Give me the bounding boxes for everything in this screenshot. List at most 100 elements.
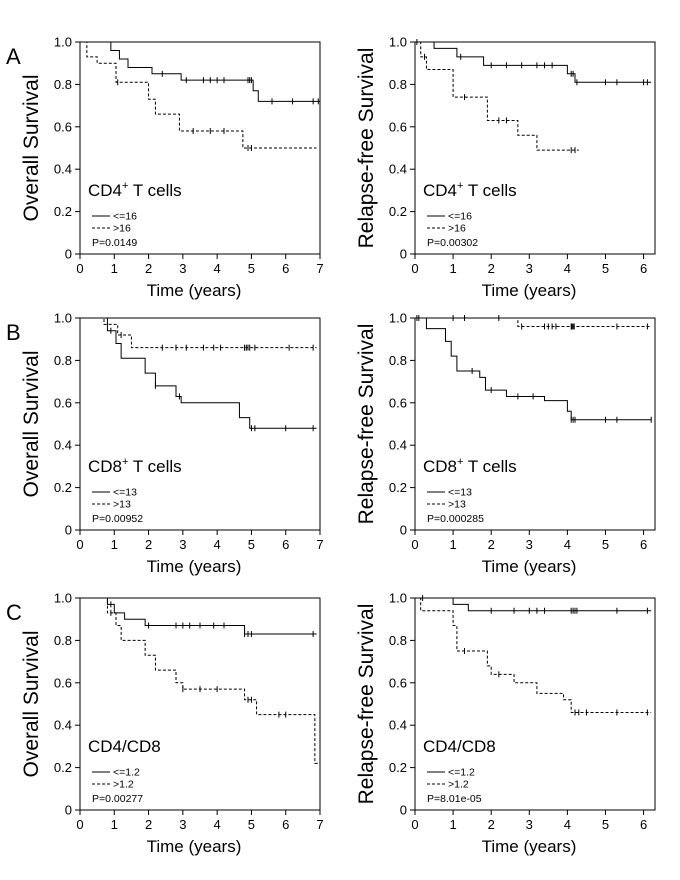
survival-curve-solid bbox=[415, 597, 652, 612]
y-tick-label: 0 bbox=[65, 247, 72, 262]
p-value: P=0.000285 bbox=[427, 513, 484, 525]
y-tick-label: 0.2 bbox=[389, 760, 407, 775]
x-tick-label: 7 bbox=[316, 817, 323, 832]
plot-frame bbox=[414, 317, 656, 531]
y-tick-label: 0.6 bbox=[389, 395, 407, 410]
y-tick-label: 0.4 bbox=[389, 162, 407, 177]
x-tick-label: 1 bbox=[111, 817, 118, 832]
x-tick-label: 1 bbox=[449, 817, 456, 832]
x-tick-label: 6 bbox=[640, 817, 647, 832]
annotation-main: CD8 bbox=[423, 457, 457, 476]
x-tick-label: 7 bbox=[316, 537, 323, 552]
legend-label: >1.2 bbox=[448, 779, 469, 791]
legend: <=16>16 P=0.00302 bbox=[427, 211, 478, 249]
survival-curve-dashed bbox=[80, 41, 317, 149]
y-tick-label: 0.2 bbox=[54, 480, 72, 495]
x-tick-label: 4 bbox=[214, 537, 221, 552]
survival-curve-solid bbox=[80, 317, 317, 429]
y-tick-label: 0.4 bbox=[389, 718, 407, 733]
x-tick-label: 5 bbox=[248, 537, 255, 552]
y-tick-label: 0.4 bbox=[54, 718, 72, 733]
annotation-suffix: T cells bbox=[463, 181, 516, 200]
survival-curve-dashed bbox=[415, 41, 579, 151]
legend-label: >16 bbox=[448, 223, 466, 235]
x-tick-label: 5 bbox=[248, 261, 255, 276]
x-tick-label: 5 bbox=[602, 261, 609, 276]
x-tick-label: 0 bbox=[411, 537, 418, 552]
legend-label: >16 bbox=[113, 223, 131, 235]
x-tick-label: 2 bbox=[488, 537, 495, 552]
p-value: P=0.00277 bbox=[92, 793, 143, 805]
x-tick-label: 0 bbox=[76, 261, 83, 276]
x-tick-label: 4 bbox=[564, 537, 571, 552]
x-tick-label: 4 bbox=[214, 817, 221, 832]
legend-label: <=1.2 bbox=[448, 767, 475, 779]
x-axis-label: Time (years) bbox=[482, 281, 577, 300]
survival-curve-dashed bbox=[80, 597, 319, 764]
y-axis-label: Relapse-free Survival bbox=[355, 48, 378, 249]
y-tick-label: 0.8 bbox=[54, 77, 72, 92]
x-tick-label: 0 bbox=[411, 261, 418, 276]
legend-label: >13 bbox=[113, 499, 131, 511]
y-tick-label: 0.4 bbox=[389, 438, 407, 453]
annotation-superscript: + bbox=[457, 180, 463, 192]
plot-frame bbox=[414, 41, 656, 255]
x-tick-label: 2 bbox=[145, 261, 152, 276]
survival-curve-dashed bbox=[80, 317, 317, 349]
legend-label: >1.2 bbox=[113, 779, 134, 791]
x-tick-label: 5 bbox=[602, 817, 609, 832]
x-tick-label: 5 bbox=[602, 537, 609, 552]
y-tick-label: 1.0 bbox=[54, 591, 72, 606]
annotation-superscript: + bbox=[457, 456, 463, 468]
y-tick-label: 1.0 bbox=[389, 591, 407, 606]
x-tick-label: 4 bbox=[564, 817, 571, 832]
x-tick-label: 1 bbox=[111, 261, 118, 276]
x-axis-label: Time (years) bbox=[147, 281, 242, 300]
x-tick-label: 6 bbox=[640, 261, 647, 276]
cell-type-annotation: CD4+ T cells bbox=[88, 180, 182, 200]
x-tick-label: 4 bbox=[214, 261, 221, 276]
annotation-suffix: T cells bbox=[463, 457, 516, 476]
y-axis-label: Relapse-free Survival bbox=[355, 604, 378, 805]
annotation-suffix: T cells bbox=[128, 181, 181, 200]
x-tick-label: 4 bbox=[564, 261, 571, 276]
p-value: P=8.01e-05 bbox=[427, 793, 482, 805]
y-tick-label: 0.6 bbox=[54, 675, 72, 690]
y-axis-label: Relapse-free Survival bbox=[355, 324, 378, 525]
annotation-main: CD8 bbox=[88, 457, 122, 476]
plot-frame bbox=[79, 597, 321, 811]
y-tick-label: 0.8 bbox=[389, 633, 407, 648]
x-tick-label: 6 bbox=[282, 537, 289, 552]
x-tick-label: 2 bbox=[488, 817, 495, 832]
cell-type-annotation: CD4+ T cells bbox=[423, 180, 517, 200]
y-tick-label: 1.0 bbox=[54, 311, 72, 326]
survival-curve-dashed bbox=[415, 317, 652, 327]
km-panel-2: 0 0.2 0.4 0.6 0.8 1.0 0 1 2 3 4 5 6 Time (years) Relap… bbox=[355, 35, 656, 300]
legend: <=13>13 P=0.00952 bbox=[92, 487, 143, 525]
y-tick-label: 0.4 bbox=[54, 438, 72, 453]
y-tick-label: 0.2 bbox=[54, 204, 72, 219]
y-tick-label: 0.2 bbox=[389, 204, 407, 219]
panel-letter: B bbox=[6, 320, 21, 345]
y-tick-label: 1.0 bbox=[54, 35, 72, 50]
x-tick-label: 6 bbox=[282, 261, 289, 276]
x-tick-label: 2 bbox=[145, 817, 152, 832]
x-tick-label: 0 bbox=[411, 817, 418, 832]
x-tick-label: 3 bbox=[179, 537, 186, 552]
y-tick-label: 0.2 bbox=[389, 480, 407, 495]
legend: <=13>13 P=0.000285 bbox=[427, 487, 484, 525]
y-tick-label: 0 bbox=[65, 523, 72, 538]
annotation-main: CD4 bbox=[423, 181, 457, 200]
y-tick-label: 0 bbox=[400, 523, 407, 538]
annotation-superscript: + bbox=[122, 456, 128, 468]
x-tick-label: 1 bbox=[449, 537, 456, 552]
panel-letter: A bbox=[6, 44, 21, 69]
annotation-main: CD4/CD8 bbox=[88, 737, 161, 756]
legend: <=16>16 P=0.0149 bbox=[92, 211, 137, 249]
y-tick-label: 1.0 bbox=[389, 311, 407, 326]
y-tick-label: 0.6 bbox=[54, 119, 72, 134]
x-tick-label: 1 bbox=[449, 261, 456, 276]
survival-curve-solid bbox=[415, 317, 652, 421]
x-tick-label: 3 bbox=[526, 537, 533, 552]
